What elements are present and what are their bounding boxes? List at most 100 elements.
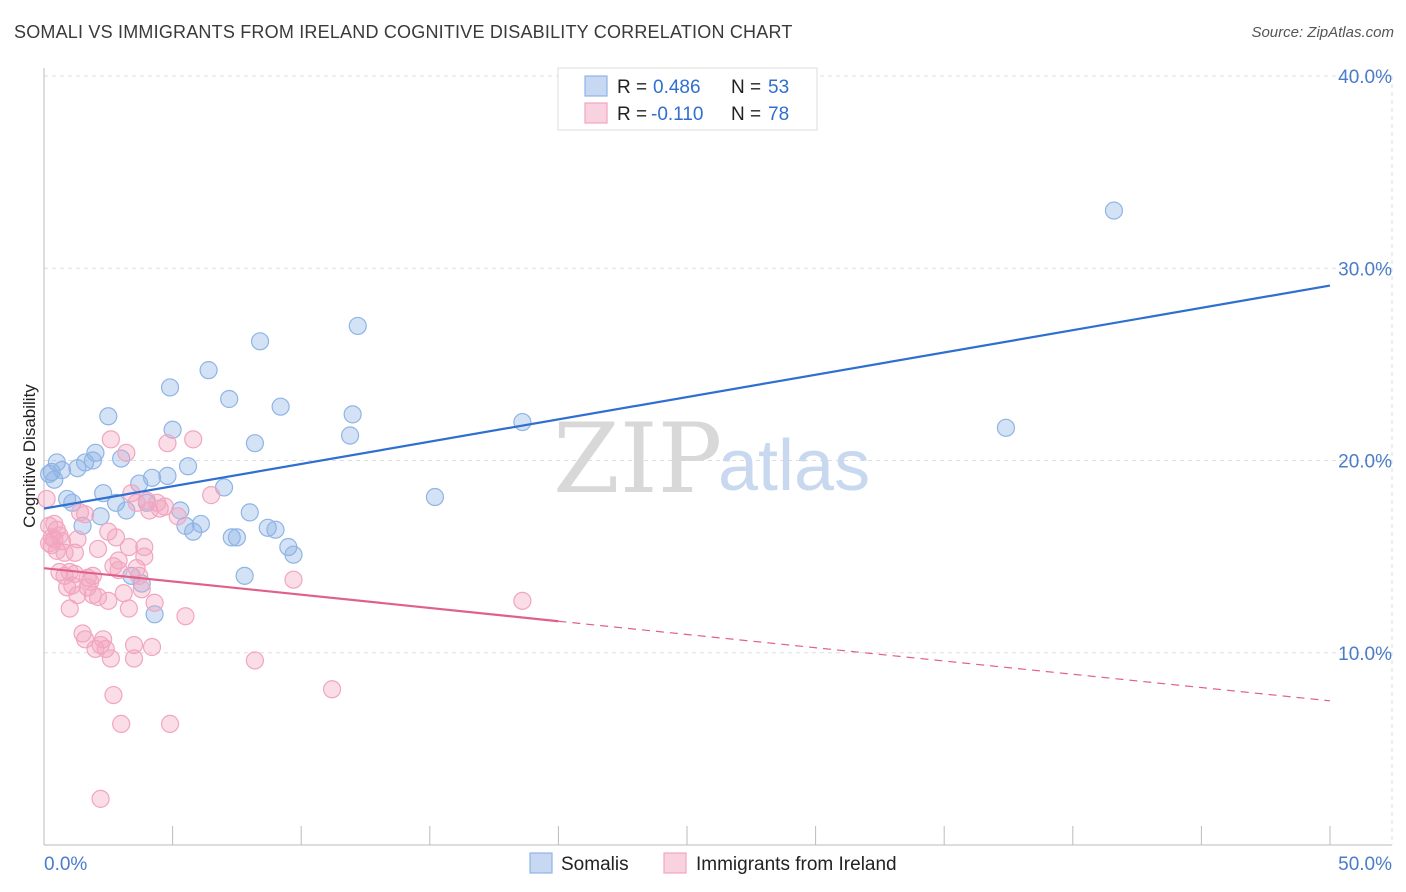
somalis-point <box>184 522 203 541</box>
somalis-point <box>142 468 162 487</box>
somalis-point <box>163 420 182 439</box>
ireland-point <box>124 649 144 668</box>
somalis-point <box>191 514 210 534</box>
trend-lines <box>43 284 1331 702</box>
axes <box>43 68 1392 846</box>
grid <box>44 75 1393 845</box>
legend-r-label-1: R = <box>617 104 647 125</box>
ireland-point <box>160 714 180 733</box>
ireland-point <box>47 520 66 539</box>
ireland-point <box>119 537 138 557</box>
somalis-point <box>348 316 367 336</box>
ireland-point <box>65 543 84 562</box>
ireland-point <box>158 434 177 453</box>
ireland-point <box>127 559 146 578</box>
ireland-point <box>124 635 144 655</box>
y-tick-label: 20.0% <box>1338 452 1392 473</box>
ireland-point <box>155 497 174 516</box>
somalis-point <box>240 503 259 522</box>
ireland-point <box>104 557 123 576</box>
ireland-point <box>76 505 95 524</box>
somalis-point <box>996 418 1016 437</box>
legend-swatch-somalis <box>584 75 608 97</box>
legend-swatch-ireland-bottom <box>663 852 687 874</box>
somalis-point <box>222 528 241 547</box>
legend-n-value-0: 53 <box>768 77 789 98</box>
somalis-point <box>513 412 532 432</box>
somalis-point <box>235 566 254 585</box>
somalis-trend-line <box>43 284 1331 510</box>
somalis-point <box>343 405 362 424</box>
somalis-point <box>40 464 59 484</box>
watermark-atlas: atlas <box>718 426 870 506</box>
somalis-point <box>425 487 445 507</box>
ireland-trend-line <box>43 567 559 623</box>
ireland-point <box>284 570 303 589</box>
ireland-point <box>65 564 84 584</box>
somalis-point <box>266 520 285 539</box>
somalis-point <box>86 443 105 462</box>
ireland-point <box>168 507 187 526</box>
legend-swatch-ireland <box>584 102 608 124</box>
ireland-point <box>145 593 164 612</box>
ireland-point <box>114 584 133 603</box>
ireland-point <box>88 587 108 607</box>
somalis-point <box>227 528 246 547</box>
watermark: ZIP atlas <box>553 403 870 515</box>
ireland-point <box>37 489 56 509</box>
ireland-point <box>132 580 151 599</box>
somalis-point <box>99 407 118 426</box>
legend-r-value-0: 0.486 <box>653 77 701 98</box>
somalis-point <box>178 457 198 476</box>
ireland-point <box>88 539 108 559</box>
somalis-point <box>158 466 177 485</box>
legend-swatch-somalis-bottom <box>529 852 553 874</box>
ireland-point <box>513 591 532 610</box>
ireland-point <box>322 680 342 699</box>
somalis-point <box>271 397 290 416</box>
ireland-point <box>96 639 115 659</box>
somalis-point <box>199 361 218 380</box>
somalis-point <box>117 501 136 520</box>
ireland-point <box>202 486 221 505</box>
legend-label-somalis: Somalis <box>561 854 629 875</box>
somalis-point <box>91 507 110 526</box>
data-points <box>37 201 1124 808</box>
somalis-point <box>250 332 270 351</box>
somalis-point <box>160 378 180 397</box>
legend-label-ireland: Immigrants from Ireland <box>696 854 897 875</box>
x-tick-label-min: 0.0% <box>44 854 87 875</box>
ireland-point <box>83 566 102 585</box>
somalis-point <box>73 516 92 535</box>
ireland-trend-line-dashed <box>558 620 1331 702</box>
ireland-point <box>91 789 110 808</box>
series-legend: Somalis Immigrants from Ireland <box>529 852 897 875</box>
ireland-point <box>68 530 87 549</box>
legend-n-label-0: N = <box>731 77 761 98</box>
chart-title: SOMALI VS IMMIGRANTS FROM IRELAND COGNIT… <box>14 22 793 42</box>
ireland-point <box>99 591 118 610</box>
somalis-point <box>45 470 64 489</box>
watermark-zip: ZIP <box>553 403 722 515</box>
ireland-point <box>142 637 162 657</box>
ireland-point <box>245 651 265 670</box>
source-label: Source: ZipAtlas.com <box>1251 24 1394 41</box>
y-tick-label: 30.0% <box>1338 259 1392 280</box>
somalis-point <box>284 545 303 564</box>
y-tick-label: 10.0% <box>1338 644 1392 665</box>
somalis-point <box>1104 201 1124 220</box>
ireland-point <box>119 599 138 618</box>
legend-r-label-0: R = <box>617 77 647 98</box>
y-axis-title: Cognitive Disability <box>20 384 39 528</box>
ireland-point <box>106 528 126 547</box>
ireland-point <box>68 585 87 605</box>
ireland-point <box>184 430 203 449</box>
ireland-point <box>109 551 128 570</box>
somalis-point <box>106 493 126 512</box>
legend-r-value-1: -0.110 <box>651 104 703 125</box>
x-tick-label-max: 50.0% <box>1338 854 1392 875</box>
ireland-point <box>101 649 120 668</box>
ireland-point <box>135 537 154 557</box>
ireland-point <box>112 714 131 733</box>
